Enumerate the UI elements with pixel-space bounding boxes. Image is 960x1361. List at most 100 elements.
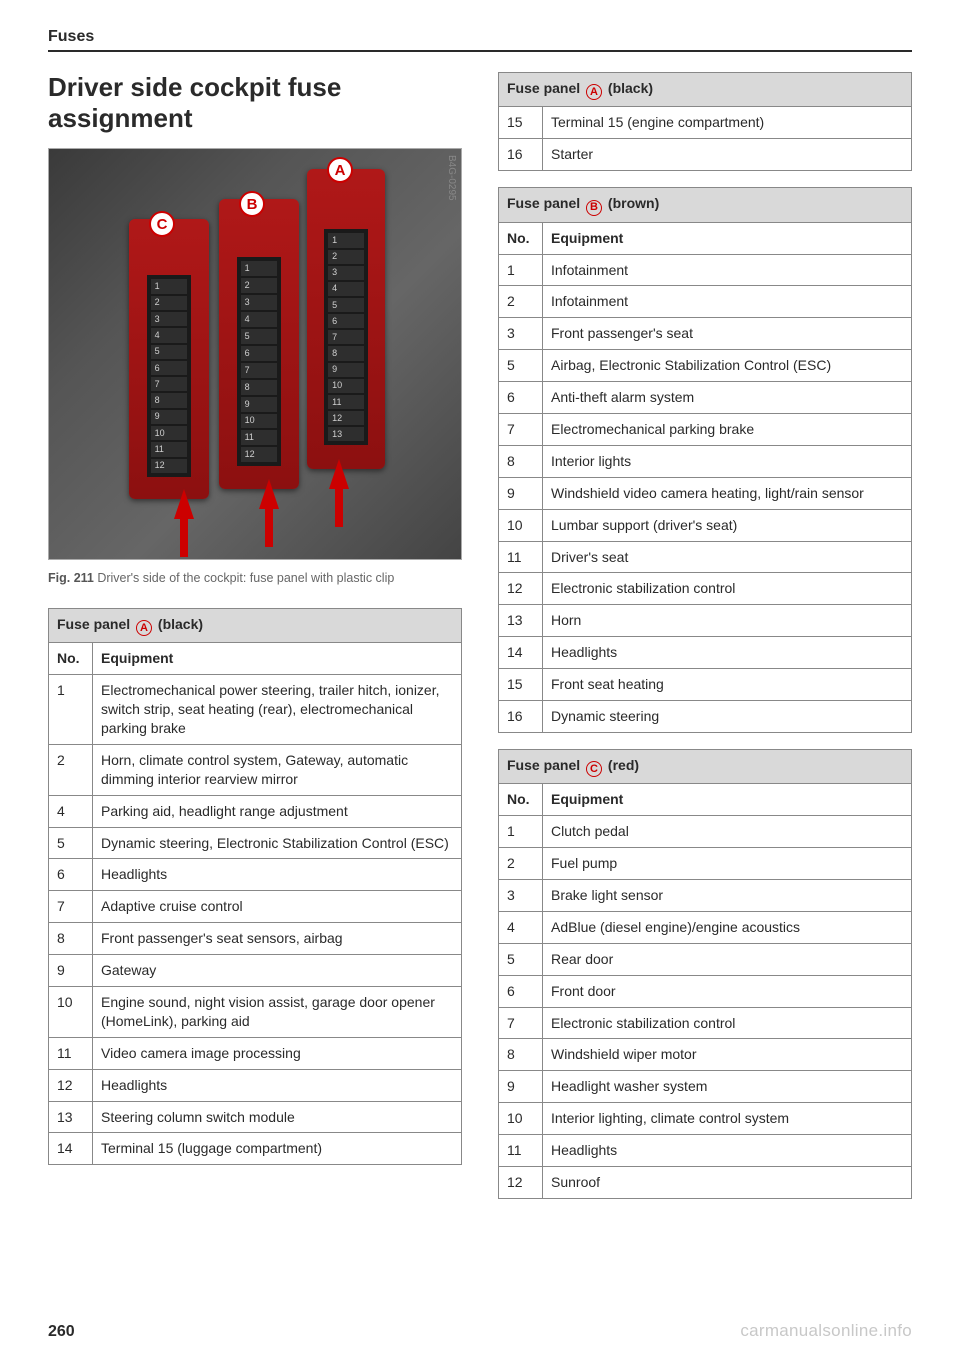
cell-no: 5 [49,827,93,859]
cell-no: 15 [499,107,543,139]
cell-eq: Windshield wiper motor [543,1039,912,1071]
cell-eq: Adaptive cruise control [93,891,462,923]
cell-eq: Electromechanical power steering, traile… [93,675,462,745]
table-row: 2Horn, climate control system, Gateway, … [49,744,462,795]
cell-eq: Headlight washer system [543,1071,912,1103]
table-row: 10Lumbar support (driver's seat) [499,509,912,541]
cell-no: 7 [499,413,543,445]
cell-no: 2 [499,286,543,318]
table-row: 5Rear door [499,943,912,975]
cell-no: 6 [499,975,543,1007]
table-row: 6Headlights [49,859,462,891]
page-number: 260 [48,1323,75,1341]
cell-no: 11 [499,1135,543,1167]
table-row: 2Infotainment [499,286,912,318]
cell-eq: Dynamic steering [543,700,912,732]
col-no: No. [49,643,93,675]
cell-eq: Steering column switch module [93,1101,462,1133]
table-row: 8Front passenger's seat sensors, airbag [49,923,462,955]
cell-no: 11 [499,541,543,573]
table-row: 7Electronic stabilization control [499,1007,912,1039]
table-row: 11Driver's seat [499,541,912,573]
cell-eq: Interior lighting, climate control syste… [543,1103,912,1135]
table-row: 1Electromechanical power steering, trail… [49,675,462,745]
cell-no: 10 [499,1103,543,1135]
figure-caption: Fig. 211 Driver's side of the cockpit: f… [48,570,462,588]
table-row: 1Clutch pedal [499,816,912,848]
table-row: 6Front door [499,975,912,1007]
cell-no: 13 [499,605,543,637]
table-row: 11Video camera image processing [49,1037,462,1069]
col-no: No. [499,784,543,816]
table-row: 5Dynamic steering, Electronic Stabilizat… [49,827,462,859]
section-header: Fuses [48,28,912,46]
table-row: 14Headlights [499,637,912,669]
panel-B-header: Fuse panel B (brown) [499,188,912,222]
cell-no: 4 [49,795,93,827]
cell-no: 12 [49,1069,93,1101]
cell-no: 6 [499,382,543,414]
cell-eq: Terminal 15 (luggage compartment) [93,1133,462,1165]
table-panel-A-cont: Fuse panel A (black) 15Terminal 15 (engi… [498,72,912,171]
table-row: 7Adaptive cruise control [49,891,462,923]
watermark: carmanualsonline.info [740,1321,912,1341]
col-no: No. [499,222,543,254]
cell-no: 15 [499,669,543,701]
cell-eq: Headlights [543,1135,912,1167]
cell-no: 5 [499,943,543,975]
page-title-line2: assignment [48,103,193,133]
cell-no: 12 [499,573,543,605]
cell-no: 14 [49,1133,93,1165]
panel-A-header: Fuse panel A (black) [49,608,462,642]
table-row: 7Electromechanical parking brake [499,413,912,445]
cell-eq: Windshield video camera heating, light/r… [543,477,912,509]
badge-C-icon: C [586,761,602,777]
cell-eq: Headlights [93,859,462,891]
panel-A-rows: 1Electromechanical power steering, trail… [49,675,462,1165]
cell-no: 10 [49,986,93,1037]
right-column: Fuse panel A (black) 15Terminal 15 (engi… [498,72,912,1215]
cell-eq: Clutch pedal [543,816,912,848]
table-row: 2Fuel pump [499,848,912,880]
cell-eq: Headlights [93,1069,462,1101]
cell-eq: Starter [543,139,912,171]
fuse-block-C: 123456789101112 [129,219,209,499]
cell-no: 3 [499,879,543,911]
cell-eq: Electromechanical parking brake [543,413,912,445]
cell-eq: Infotainment [543,286,912,318]
table-row: 15Terminal 15 (engine compartment) [499,107,912,139]
cell-eq: Dynamic steering, Electronic Stabilizati… [93,827,462,859]
table-row: 9Windshield video camera heating, light/… [499,477,912,509]
cell-eq: AdBlue (diesel engine)/engine acoustics [543,911,912,943]
table-row: 6Anti-theft alarm system [499,382,912,414]
table-row: 16Starter [499,139,912,171]
cell-eq: Anti-theft alarm system [543,382,912,414]
cell-no: 12 [499,1166,543,1198]
cell-no: 1 [499,816,543,848]
table-row: 8Windshield wiper motor [499,1039,912,1071]
page-columns: Driver side cockpit fuse assignment B4G-… [48,72,912,1215]
cell-no: 8 [499,445,543,477]
table-panel-B: Fuse panel B (brown) No. Equipment 1Info… [498,187,912,733]
table-row: 14Terminal 15 (luggage compartment) [49,1133,462,1165]
cell-eq: Rear door [543,943,912,975]
arrow-B [259,479,279,509]
table-row: 12Headlights [49,1069,462,1101]
cell-no: 9 [49,955,93,987]
panel-A-cont-rows: 15Terminal 15 (engine compartment)16Star… [499,107,912,171]
table-row: 16Dynamic steering [499,700,912,732]
cell-no: 16 [499,700,543,732]
cell-no: 8 [49,923,93,955]
table-row: 3Brake light sensor [499,879,912,911]
left-column: Driver side cockpit fuse assignment B4G-… [48,72,462,1215]
cell-no: 14 [499,637,543,669]
table-row: 4AdBlue (diesel engine)/engine acoustics [499,911,912,943]
section-rule [48,50,912,52]
fuse-block-B: 123456789101112 [219,199,299,489]
cell-eq: Infotainment [543,254,912,286]
table-row: 4Parking aid, headlight range adjustment [49,795,462,827]
table-row: 11Headlights [499,1135,912,1167]
cell-eq: Headlights [543,637,912,669]
table-row: 5Airbag, Electronic Stabilization Contro… [499,350,912,382]
cell-eq: Gateway [93,955,462,987]
